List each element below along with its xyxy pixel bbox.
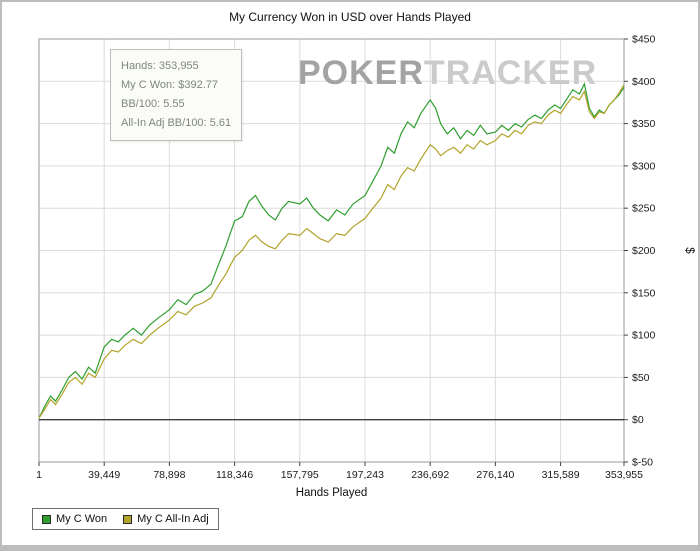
x-tick-label: 276,140 [476, 469, 514, 481]
x-tick-label: 236,692 [411, 469, 449, 481]
legend-swatch-my-c-all-in-adj [123, 514, 133, 524]
x-tick-label: 118,346 [216, 469, 253, 481]
legend-item-my-c-all-in-adj: My C All-In Adj [123, 513, 209, 525]
y-tick-label: $450 [632, 34, 656, 46]
legend-label-my-c-won: My C Won [56, 513, 108, 525]
legend-label-my-c-all-in-adj: My C All-In Adj [137, 513, 209, 525]
y-tick-label: $200 [632, 245, 656, 257]
tooltip-my-c-won: My C Won: $392.77 [121, 79, 219, 91]
y-tick-label: $150 [632, 287, 656, 299]
tooltip-hands: Hands: 353,955 [121, 60, 199, 72]
y-tick-label: $0 [632, 414, 644, 426]
y-tick-label: $400 [632, 76, 656, 88]
x-tick-label: 197,243 [346, 469, 384, 481]
chart-title: My Currency Won in USD over Hands Played [229, 10, 471, 24]
y-tick-label: $100 [632, 330, 656, 342]
x-tick-label: 157,795 [281, 469, 319, 481]
y-tick-label: $250 [632, 203, 656, 215]
x-tick-label: 353,955 [605, 469, 643, 481]
legend-item-my-c-won: My C Won [42, 513, 107, 525]
y-axis-title: $ [683, 247, 695, 254]
x-tick-label: 78,898 [153, 469, 185, 481]
x-tick-label: 315,589 [542, 469, 580, 481]
y-tick-label: $-50 [632, 457, 653, 469]
y-tick-label: $50 [632, 372, 650, 384]
y-tick-label: $350 [632, 118, 656, 130]
chart-plot: 1 39,449 78,898 118,346 157,795 197,243 236,69… [36, 34, 695, 500]
x-tick-label: 39,449 [88, 469, 120, 481]
series-line-my-c-all-in-adj [38, 84, 625, 419]
legend-swatch-my-c-won [42, 514, 51, 524]
x-axis-title: Hands Played [296, 487, 368, 499]
y-tick-label: $300 [632, 160, 656, 172]
stats-tooltip: Hands: 353,955 My C Won: $392.77 BB/100:… [110, 49, 243, 141]
legend: My C Won My C All-In Adj [32, 508, 219, 530]
tooltip-all-in-adj-bb-per-100: All-In Adj BB/100: 5.61 [121, 117, 232, 129]
x-tick-label: 1 [36, 469, 42, 481]
series-line-my-c-won [38, 81, 625, 419]
tooltip-bb-per-100: BB/100: 5.55 [121, 98, 185, 110]
